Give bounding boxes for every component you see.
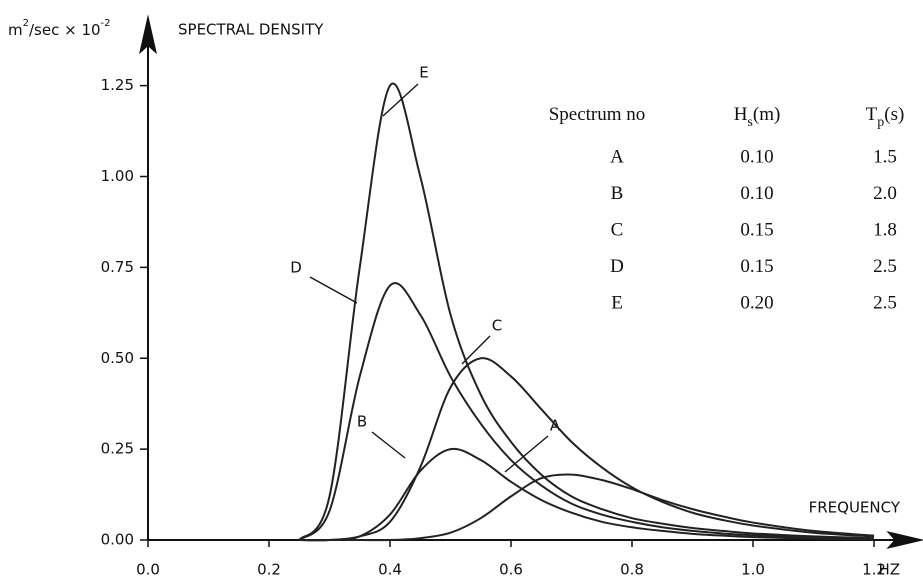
series-label: D (290, 259, 302, 277)
header-main: H (734, 104, 748, 125)
spectrum-curve (299, 357, 875, 542)
x-tick-label: 0.8 (620, 561, 644, 579)
x-tick-label: 0.4 (378, 561, 402, 579)
y-tick-label: 0.50 (101, 349, 134, 367)
table-cell: 0.15 (740, 219, 773, 240)
table-cell: 1.8 (873, 219, 897, 240)
header-sub: s (747, 115, 752, 130)
y-tick-label: 0.25 (101, 440, 134, 458)
table-cell: 0.10 (740, 183, 773, 204)
y-tick-label: 1.00 (101, 167, 134, 185)
x-tick-label: 0.6 (499, 561, 523, 579)
table-header: Hs(m) (734, 104, 781, 130)
table-cell: B (611, 183, 624, 204)
x-unit: HZ (878, 561, 900, 579)
y-unit-part: m (8, 21, 23, 39)
spectrum-curve (298, 282, 875, 541)
table-cell: 0.15 (740, 256, 773, 277)
header-main: Spectrum no (549, 104, 646, 125)
table-cell: A (610, 146, 624, 167)
leader-line (371, 431, 406, 459)
leader-line (504, 435, 549, 473)
spectrum-curve (299, 473, 875, 542)
y-unit-part: /sec × 10 (29, 21, 101, 39)
y-unit: m2/sec × 10-2 (8, 18, 111, 39)
x-axis-label: FREQUENCY (809, 499, 901, 517)
y-tick-label: 0.75 (101, 258, 134, 276)
series-label: C (492, 317, 502, 335)
spectrum-curve (299, 447, 875, 542)
y-axis-arrow (139, 14, 157, 55)
y-tick-label: 0.00 (101, 531, 134, 549)
x-tick-label: 1.2 (862, 561, 886, 579)
table-header: Spectrum no (549, 104, 646, 125)
table-cell: 0.20 (740, 292, 773, 313)
header-main: T (866, 104, 878, 125)
table-header: Tp(s) (866, 104, 905, 130)
table-cell: 2.0 (873, 183, 897, 204)
leader-line (309, 276, 358, 304)
y-tick-label: 1.25 (101, 76, 134, 94)
header-sub: p (877, 115, 884, 130)
table-cell: 2.5 (873, 256, 897, 277)
y-axis-label: SPECTRAL DENSITY (178, 21, 324, 39)
x-axis-arrow (886, 531, 923, 549)
header-unit: (m) (753, 104, 780, 125)
spectrum-curve (298, 82, 875, 541)
leader-line (382, 83, 419, 117)
leader-line (461, 335, 491, 365)
table-cell: 0.10 (740, 146, 773, 167)
x-tick-label: 0.2 (257, 561, 281, 579)
x-tick-label: 0.0 (136, 561, 160, 579)
series-label: B (357, 413, 367, 431)
table-cell: E (611, 292, 623, 313)
table-cell: 1.5 (873, 146, 897, 167)
y-unit-sup: -2 (101, 18, 111, 29)
table-cell: C (611, 219, 624, 240)
y-unit-sup: 2 (23, 18, 29, 29)
x-tick-label: 1.0 (741, 561, 765, 579)
header-unit: (s) (884, 104, 904, 125)
series-label: E (419, 64, 428, 82)
table-cell: 2.5 (873, 292, 897, 313)
table-cell: D (610, 256, 624, 277)
